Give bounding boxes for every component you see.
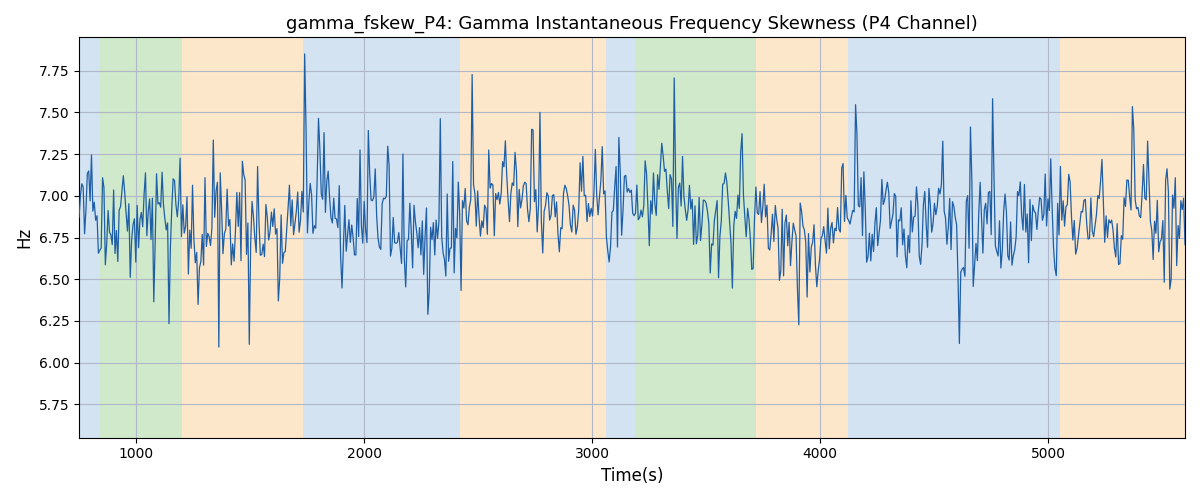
Bar bbox=[460, 38, 485, 438]
Y-axis label: Hz: Hz bbox=[14, 227, 32, 248]
Bar bbox=[485, 38, 606, 438]
Bar bbox=[100, 38, 181, 438]
Bar bbox=[1025, 38, 1060, 438]
Bar bbox=[636, 38, 756, 438]
Bar bbox=[847, 38, 1025, 438]
Bar bbox=[79, 38, 100, 438]
Bar bbox=[606, 38, 636, 438]
Title: gamma_fskew_P4: Gamma Instantaneous Frequency Skewness (P4 Channel): gamma_fskew_P4: Gamma Instantaneous Freq… bbox=[286, 15, 978, 34]
Bar bbox=[779, 38, 847, 438]
Bar bbox=[302, 38, 460, 438]
X-axis label: Time(s): Time(s) bbox=[601, 467, 664, 485]
Bar bbox=[181, 38, 302, 438]
Bar bbox=[1060, 38, 1184, 438]
Bar bbox=[756, 38, 779, 438]
